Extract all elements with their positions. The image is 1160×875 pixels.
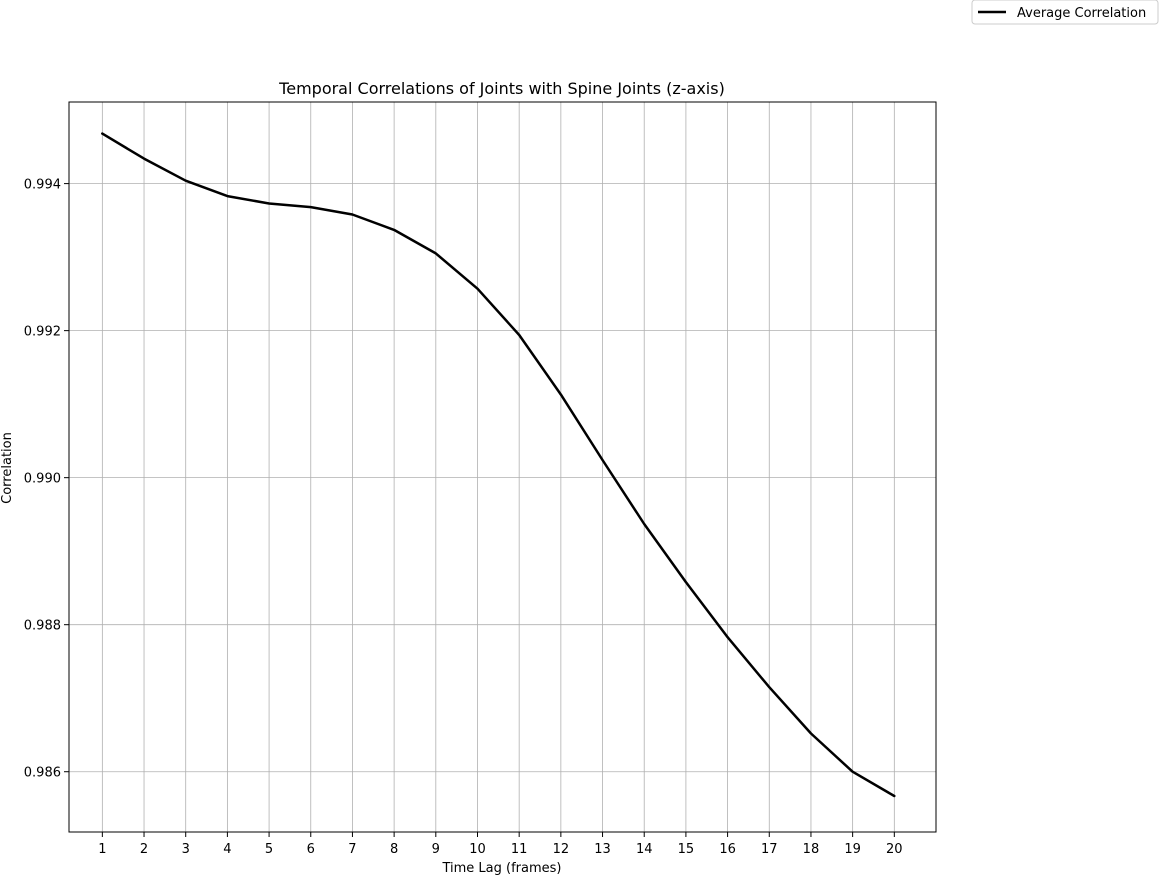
series-layer [101, 132, 896, 798]
x-tick-label: 14 [636, 842, 653, 857]
x-tick-label: 6 [307, 842, 315, 857]
y-tick-label: 0.990 [24, 472, 61, 487]
y-axis-ticks: 0.986 0.988 0.990 0.992 0.994 [24, 178, 69, 781]
x-tick-label: 15 [678, 842, 695, 857]
series-line-average-correlation [101, 132, 896, 798]
y-axis-label: Correlation [0, 432, 15, 504]
x-tick-label: 13 [594, 842, 611, 857]
x-tick-label: 11 [511, 842, 528, 857]
plot-frame [68, 101, 937, 833]
y-tick-label: 0.992 [24, 325, 61, 340]
x-tick-label: 4 [223, 842, 231, 857]
x-tick-label: 2 [140, 842, 148, 857]
x-tick-label: 18 [803, 842, 820, 857]
y-tick-label: 0.994 [24, 178, 61, 193]
x-tick-label: 17 [761, 842, 778, 857]
x-axis-label: Time Lag (frames) [441, 861, 561, 875]
chart-title: Temporal Correlations of Joints with Spi… [278, 79, 725, 98]
x-axis-ticks: 1 2 3 4 5 6 7 8 9 10 11 12 13 14 15 16 17 18 19 20 [98, 832, 903, 857]
grid-lines [69, 102, 936, 832]
x-tick-label: 5 [265, 842, 273, 857]
legend-box [971, 0, 1159, 25]
x-tick-label: 20 [886, 842, 903, 857]
x-tick-label: 12 [553, 842, 570, 857]
x-tick-label: 19 [844, 842, 861, 857]
x-tick-label: 3 [182, 842, 190, 857]
x-tick-label: 10 [469, 842, 486, 857]
x-tick-label: 8 [390, 842, 398, 857]
legend: Average Correlation [971, 0, 1159, 25]
x-tick-label: 16 [719, 842, 736, 857]
y-tick-label: 0.986 [24, 766, 61, 781]
y-tick-label: 0.988 [24, 619, 61, 634]
x-tick-label: 1 [98, 842, 106, 857]
x-tick-label: 7 [348, 842, 356, 857]
x-tick-label: 9 [432, 842, 440, 857]
legend-label: Average Correlation [1017, 6, 1146, 21]
